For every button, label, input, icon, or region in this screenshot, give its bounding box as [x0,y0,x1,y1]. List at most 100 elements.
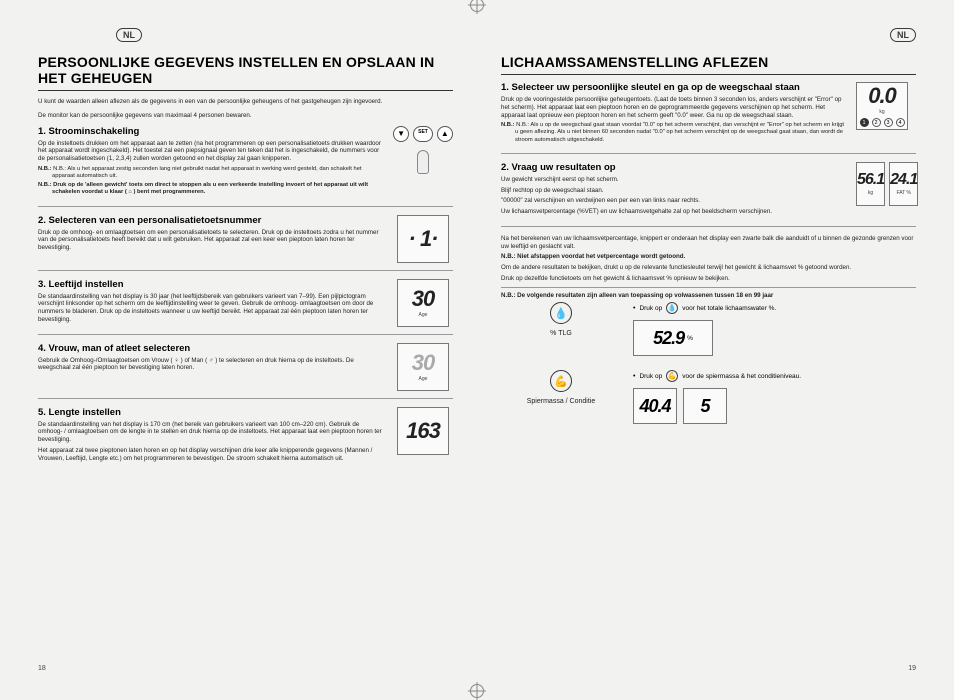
s3-lcd-value: 30 [412,288,434,310]
page-spread: NL PERSOONLIJKE GEGEVENS INSTELLEN EN OP… [0,0,954,696]
r2-lcd-fat: 24.1 FAT % [889,162,918,206]
section-gender: 4. Vrouw, man of atleet selecteren Gebru… [38,343,453,399]
s2-lcd-value: · 1· [409,228,438,250]
muscle-bullet-pre: Druk op [639,373,662,380]
r2-lcd-weight: 56.1 kg [856,162,885,206]
tlg-lcd-value: 52.9 [653,328,684,349]
bullet-icon-2: • [633,373,635,380]
r2-title: 2. Vraag uw resultaten op [501,162,848,173]
tlg-bullet: • Druk op 💧 voor het totale lichaamswate… [633,302,916,314]
tlg-bullet-pre: Druk op [639,305,662,312]
down-button-icon: ▼ [393,126,409,142]
s3-body: De standaardinstelling van het display i… [38,293,385,324]
r2-lcd2-unit: FAT % [896,190,911,196]
r-after-text: Na het berekenen van uw lichaamsvetperce… [501,235,916,251]
tlg-lcd: 52.9 % [633,320,713,356]
muscle-lcd2-value: 5 [700,396,709,417]
r-nb3-text: N.B.: De volgende resultaten zijn alleen… [501,292,773,299]
s3-lcd-label: Age [419,312,428,318]
water-icon: 💧 [550,302,572,324]
muscle-lcd-pair: 40.4 5 [633,388,916,424]
r-nb2: N.B.: Niet afstappen voordat het vetperc… [501,253,916,261]
r-after-text3: Druk op dezelfde functietoets om het gew… [501,275,916,283]
muscle-mini-icon: 💪 [666,370,678,382]
s5-lcd-value: 163 [406,420,440,442]
language-badge-right: NL [890,28,916,42]
r2-b3: "00000" zal verschijnen en verdwijnen ee… [501,197,848,205]
r-nb3: N.B.: De volgende resultaten zijn alleen… [501,287,916,300]
s5-body1: De standaardinstelling van het display i… [38,421,385,444]
r-section-results: 2. Vraag uw resultaten op Uw gewicht ver… [501,162,916,227]
s5-title: 5. Lengte instellen [38,407,385,418]
muscle-bullet: • Druk op 💪 voor de spiermassa & het con… [633,370,916,382]
s4-lcd-label: Age [419,376,428,382]
s3-lcd: 30 Age [397,279,449,327]
s1-nb2: N.B.: Druk op de 'alleen gewicht' toets … [38,182,385,196]
muscle-label: Spiermassa / Conditie [527,398,595,405]
s1-nb1-text: N.B.: Als u het apparaat zestig seconden… [52,166,362,179]
r1-body: Druk op de vooringestelde persoonlijke g… [501,96,848,119]
bullet-icon: • [633,305,635,312]
r2-dual-lcd: 56.1 kg 24.1 FAT % [856,162,916,206]
r-after-text2: Om de andere resultaten te bekijken, dru… [501,264,916,272]
r-nb2-text: N.B.: Niet afstappen voordat het vetperc… [501,253,685,260]
person-2-icon: 2 [872,118,881,127]
s3-title: 3. Leeftijd instellen [38,279,385,290]
muscle-icon: 💪 [550,370,572,392]
r1-lcd-unit: kg [879,109,884,115]
finger-icon [417,150,429,174]
r1-lcd: 0.0 kg 1 2 3 4 [856,82,908,130]
left-title: PERSOONLIJKE GEGEVENS INSTELLEN EN OPSLA… [38,54,453,91]
s4-lcd: 30 Age [397,343,449,391]
r2-lcd1-value: 56.1 [857,172,884,188]
water-label: % TLG [550,330,572,337]
s1-nb1: N.B.: N.B.: Als u het apparaat zestig se… [38,166,385,180]
page-left: NL PERSOONLIJKE GEGEVENS INSTELLEN EN OP… [18,22,477,678]
section-height: 5. Lengte instellen De standaardinstelli… [38,407,453,473]
section-age: 3. Leeftijd instellen De standaardinstel… [38,279,453,335]
r2-lcd2-value: 24.1 [890,172,917,188]
up-button-icon: ▲ [437,126,453,142]
r2-b1: Uw gewicht verschijnt eerst op het scher… [501,176,848,184]
result-row-muscle: 💪 Spiermassa / Conditie • Druk op 💪 voor… [501,370,916,424]
s5-body2: Het apparaat zal twee pieptonen laten ho… [38,447,385,463]
right-title: LICHAAMSSAMENSTELLING AFLEZEN [501,54,916,75]
page-number-right: 19 [908,665,916,672]
button-row: ▼ SET ▲ [393,126,453,142]
s2-body: Druk op de omhoog- en omlaagtoetsen om e… [38,229,385,252]
muscle-bullet-tail: voor de spiermassa & het conditieniveau. [682,373,801,380]
s2-title: 2. Selecteren van een personalisatietoet… [38,215,385,226]
tlg-bullet-tail: voor het totale lichaamswater %. [682,305,776,312]
muscle-lcd1: 40.4 [633,388,677,424]
muscle-lcd2: 5 [683,388,727,424]
section-personal-key: 2. Selecteren van een personalisatietoet… [38,215,453,271]
set-button-icon: SET [413,126,433,142]
page-number-left: 18 [38,665,46,672]
result-row-tlg: 💧 % TLG • Druk op 💧 voor het totale lich… [501,302,916,356]
section-power: 1. Stroominschakeling Op de insteltoets … [38,126,453,207]
r2-b2: Blijf rechtop op de weegschaal staan. [501,187,848,195]
person-3-icon: 3 [884,118,893,127]
s4-lcd-value: 30 [412,352,434,374]
person-1-icon: 1 [860,118,869,127]
s1-body: Op de insteltoets drukken om het apparaa… [38,140,385,163]
r1-title: 1. Selecteer uw persoonlijke sleutel en … [501,82,848,93]
r1-nb-text: N.B.: Als u op de weegschaal gaat staan … [515,122,844,142]
water-mini-icon: 💧 [666,302,678,314]
r1-person-circles: 1 2 3 4 [860,118,905,127]
left-intro-2: De monitor kan de persoonlijke gegevens … [38,112,453,120]
person-4-icon: 4 [896,118,905,127]
r2-lcd1-unit: kg [868,190,873,196]
s1-title: 1. Stroominschakeling [38,126,385,137]
r1-lcd-value: 0.0 [868,85,896,107]
left-intro-1: U kunt de waarden alleen aflezen als de … [38,98,453,106]
tlg-lcd-unit: % [687,335,693,342]
language-badge: NL [116,28,142,42]
s2-lcd: · 1· [397,215,449,263]
r2-b4: Uw lichaamsvetpercentage (%VET) en uw li… [501,208,848,216]
s5-lcd: 163 [397,407,449,455]
page-right: NL LICHAAMSSAMENSTELLING AFLEZEN 1. Sele… [477,22,936,678]
r-section-select: 1. Selecteer uw persoonlijke sleutel en … [501,82,916,154]
s1-nb2-text: N.B.: Druk op de 'alleen gewicht' toets … [38,182,368,195]
s4-title: 4. Vrouw, man of atleet selecteren [38,343,385,354]
